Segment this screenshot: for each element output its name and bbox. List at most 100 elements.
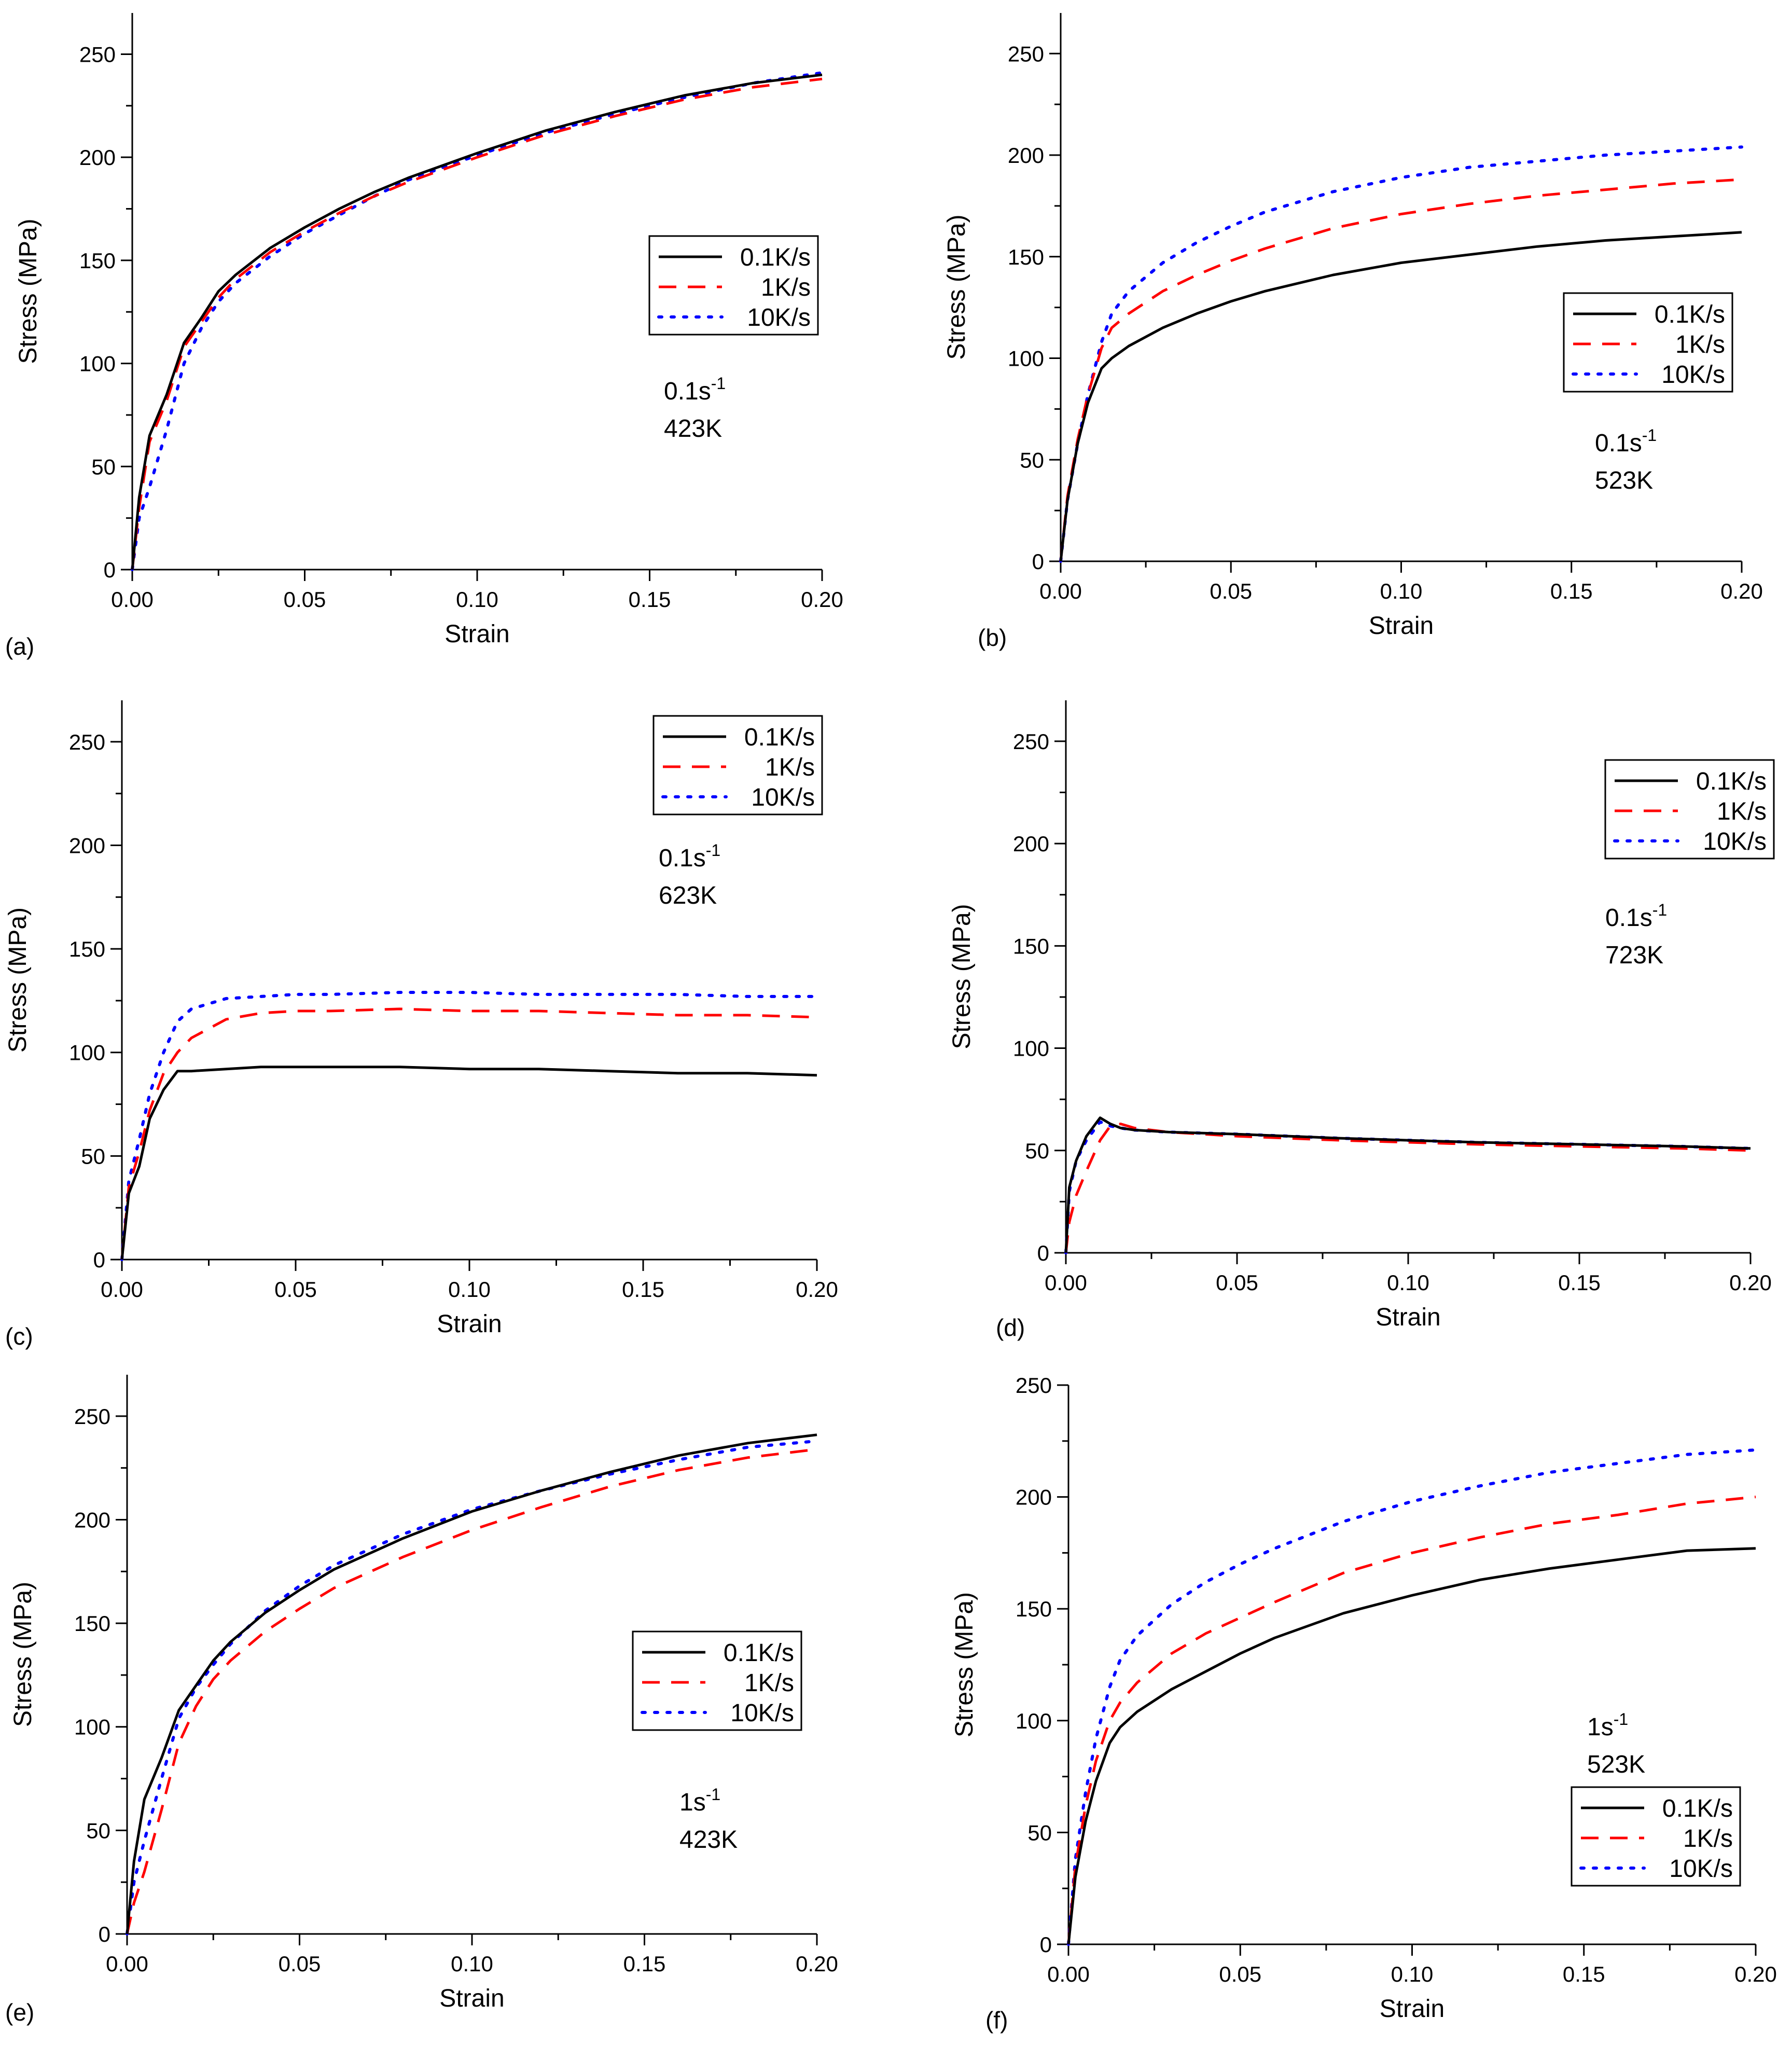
panel-label: (b) — [978, 624, 1007, 651]
x-tick-label: 0.10 — [448, 1277, 491, 1302]
temperature-label: 623K — [659, 882, 717, 909]
x-axis-label: Strain — [1369, 612, 1434, 640]
strain-rate-label: 0.1s-1 — [659, 841, 720, 872]
y-tick-label: 0 — [99, 1922, 110, 1946]
legend: 0.1K/s 1K/s 10K/s — [648, 235, 819, 336]
strain-rate-label: 0.1s-1 — [664, 374, 726, 405]
y-tick-label: 200 — [1008, 143, 1044, 168]
x-axis-label: Strain — [439, 1985, 504, 2012]
condition-annotation: 1s-1 423K — [679, 1785, 738, 1854]
legend-label: 10K/s — [751, 784, 815, 811]
chart-panel: 0.00 0.05 0.10 0.15 0.20 0 50 100 150 200 250 Strai… — [951, 1373, 1777, 2034]
y-tick-label: 50 — [1025, 1139, 1049, 1163]
x-axis-label: Strain — [437, 1310, 502, 1338]
legend-label: 0.1K/s — [724, 1639, 794, 1667]
y-tick-label: 200 — [1016, 1485, 1052, 1510]
legend-label: 1K/s — [1675, 331, 1725, 358]
y-tick-label: 0 — [93, 1248, 105, 1272]
condition-annotation: 0.1s-1 423K — [664, 374, 726, 443]
series-line — [120, 1007, 817, 1260]
x-tick-label: 0.10 — [1391, 1962, 1434, 1986]
condition-annotation: 0.1s-1 623K — [659, 841, 720, 909]
x-tick-label: 0.20 — [801, 587, 843, 612]
y-tick-label: 250 — [1013, 729, 1049, 754]
x-tick-label: 0.20 — [1720, 579, 1763, 603]
y-tick-label: 0 — [1032, 549, 1044, 574]
legend-label: 10K/s — [1661, 361, 1725, 389]
series-line — [1059, 231, 1742, 562]
legend-box — [1604, 759, 1775, 860]
legend-label: 10K/s — [747, 304, 811, 331]
series-line — [1067, 1448, 1757, 1946]
x-tick-label: 0.15 — [1550, 579, 1593, 603]
panel-label: (d) — [996, 1314, 1025, 1341]
y-tick-label: 50 — [1020, 448, 1044, 472]
y-axis-label: Stress (MPa) — [948, 904, 976, 1049]
strain-rate-label: 0.1s-1 — [1595, 426, 1657, 457]
x-tick-label: 0.00 — [1039, 579, 1082, 603]
y-axis-label: Stress (MPa) — [15, 218, 42, 364]
y-tick-label: 150 — [69, 937, 105, 961]
chart-panel: 0.00 0.05 0.10 0.15 0.20 0 50 100 150 200 250 Strai… — [4, 700, 838, 1350]
x-tick-label: 0.20 — [1729, 1270, 1772, 1295]
temperature-label: 523K — [1587, 1751, 1645, 1778]
temperature-label: 423K — [664, 415, 722, 443]
y-tick-label: 200 — [79, 145, 116, 170]
x-tick-label: 0.05 — [1216, 1270, 1258, 1295]
y-tick-label: 150 — [74, 1611, 110, 1636]
x-tick-label: 0.20 — [796, 1277, 838, 1302]
x-tick-label: 0.00 — [1047, 1962, 1090, 1986]
x-tick-label: 0.00 — [101, 1277, 143, 1302]
y-tick-label: 100 — [1008, 347, 1044, 371]
legend-label: 10K/s — [1703, 828, 1767, 855]
legend-label: 1K/s — [1717, 798, 1767, 825]
series-line — [120, 1066, 817, 1260]
x-tick-label: 0.05 — [1219, 1962, 1261, 1986]
y-tick-label: 200 — [69, 833, 105, 858]
legend-label: 1K/s — [761, 274, 811, 301]
x-tick-label: 0.10 — [451, 1952, 493, 1976]
panel-label: (f) — [985, 2007, 1008, 2034]
y-axis-label: Stress (MPa) — [9, 1582, 37, 1727]
chart-panel: 0.00 0.05 0.10 0.15 0.20 0 50 100 150 200 250 Strai… — [5, 13, 843, 660]
series-line — [1064, 1123, 1751, 1253]
x-tick-label: 0.05 — [1210, 579, 1252, 603]
series-line — [131, 77, 823, 570]
series-line — [126, 1433, 817, 1934]
x-tick-label: 0.20 — [796, 1952, 838, 1976]
y-tick-label: 150 — [1016, 1597, 1052, 1621]
x-axis-label: Strain — [1380, 1995, 1444, 2023]
y-tick-label: 100 — [69, 1041, 105, 1065]
legend-label: 0.1K/s — [744, 724, 815, 751]
x-axis-label: Strain — [444, 620, 509, 648]
chart-panel: 0.00 0.05 0.10 0.15 0.20 0 50 100 150 200 250 Strai… — [948, 700, 1775, 1341]
x-tick-label: 0.05 — [284, 587, 326, 612]
x-tick-label: 0.00 — [111, 587, 154, 612]
y-tick-label: 50 — [91, 454, 116, 479]
series-line — [1064, 1116, 1751, 1253]
y-tick-label: 0 — [1037, 1241, 1049, 1265]
series-line — [120, 991, 818, 1261]
y-tick-label: 100 — [1016, 1709, 1052, 1733]
y-tick-label: 250 — [79, 42, 116, 66]
legend-box — [632, 1630, 802, 1731]
temperature-label: 523K — [1595, 467, 1653, 494]
y-axis-label: Stress (MPa) — [4, 907, 32, 1053]
y-tick-label: 50 — [81, 1144, 105, 1168]
y-tick-label: 50 — [86, 1818, 110, 1843]
y-tick-label: 100 — [1013, 1036, 1049, 1061]
condition-annotation: 0.1s-1 723K — [1605, 901, 1667, 969]
y-tick-label: 150 — [1013, 934, 1049, 958]
x-tick-label: 0.10 — [1387, 1270, 1429, 1295]
temperature-label: 423K — [679, 1826, 738, 1854]
series-line — [1067, 1547, 1756, 1945]
y-tick-label: 150 — [1008, 245, 1044, 269]
x-tick-label: 0.15 — [622, 1277, 664, 1302]
legend-label: 1K/s — [744, 1669, 794, 1697]
y-tick-label: 50 — [1027, 1820, 1052, 1845]
legend-box — [1571, 1786, 1741, 1887]
series-line — [126, 1439, 818, 1936]
condition-annotation: 0.1s-1 523K — [1595, 426, 1657, 494]
strain-rate-label: 1s-1 — [1587, 1710, 1628, 1741]
